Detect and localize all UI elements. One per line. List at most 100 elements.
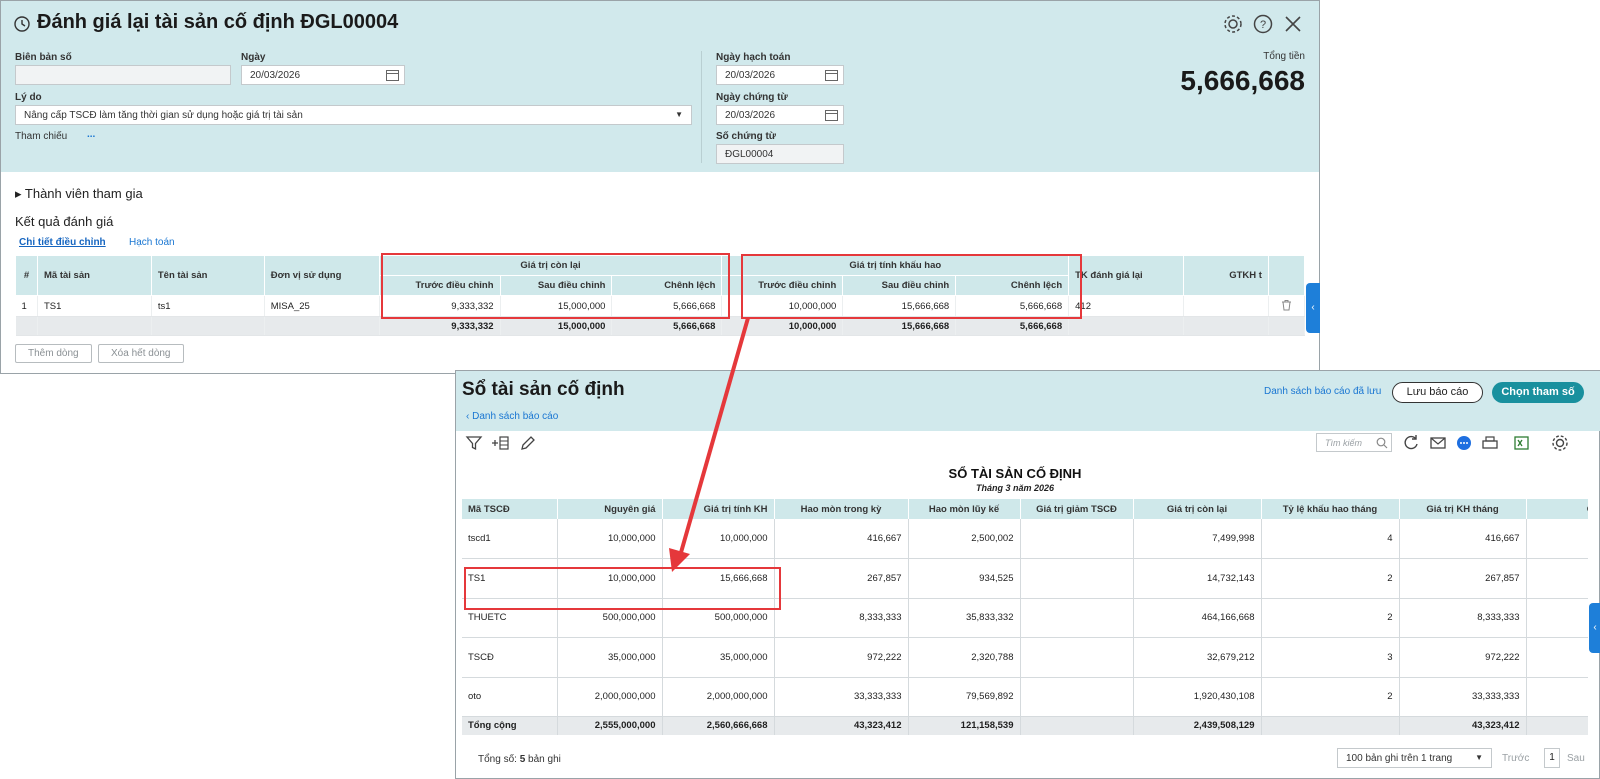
search-icon[interactable]: [1376, 437, 1388, 449]
ngayhachtoan-value: 20/03/2026: [725, 70, 776, 81]
close-icon[interactable]: [1282, 13, 1304, 35]
cell: Tổng cộng: [462, 716, 558, 735]
page-size-select[interactable]: 100 bản ghi trên 1 trang ▼: [1337, 748, 1492, 768]
bienban-input[interactable]: [15, 65, 231, 85]
mail-icon[interactable]: [1428, 433, 1448, 453]
cell: 2,000,000,000: [557, 677, 663, 717]
save-report-button[interactable]: Lưu báo cáo: [1392, 382, 1483, 403]
lydo-select[interactable]: Nâng cấp TSCĐ làm tăng thời gian sử dụng…: [15, 105, 692, 125]
table-row[interactable]: TS1 10,000,000 15,666,668 267,857 934,525 14,…: [462, 558, 1588, 599]
cell: 4: [1261, 519, 1400, 559]
side-panel-toggle[interactable]: ‹: [1306, 283, 1320, 333]
ngay-date-input[interactable]: 20/03/2026: [241, 65, 405, 85]
history-icon[interactable]: [13, 15, 31, 33]
record-count-suffix: bản ghi: [525, 754, 561, 765]
print-icon[interactable]: [1480, 433, 1500, 453]
cell[interactable]: 412: [1068, 295, 1184, 317]
revaluation-table: # Mã tài sản Tên tài sản Đơn vị sử dụng …: [15, 255, 1306, 336]
col-header[interactable]: Giá trị còn lại: [1133, 499, 1262, 519]
col-header[interactable]: Tỷ lệ khấu hao tháng: [1261, 499, 1400, 519]
saved-reports-link[interactable]: Danh sách báo cáo đã lưu: [1264, 386, 1382, 397]
ngayhachtoan-date-input[interactable]: 20/03/2026: [716, 65, 844, 85]
lydo-value: Nâng cấp TSCĐ làm tăng thời gian sử dụng…: [24, 110, 303, 121]
chevron-left-icon: ‹: [1593, 622, 1597, 633]
add-column-icon[interactable]: [490, 433, 510, 453]
choose-params-button[interactable]: Chọn tham số: [1492, 382, 1584, 403]
tab-chitiet[interactable]: Chi tiết điều chỉnh: [19, 237, 106, 248]
members-toggle[interactable]: ▸ Thành viên tham gia: [15, 186, 143, 201]
cell: 15,000,000: [500, 316, 613, 336]
side-panel-toggle[interactable]: ‹: [1589, 603, 1600, 653]
cell: 2,555,000,000: [557, 716, 663, 735]
cell: tscd1: [462, 519, 558, 559]
ledger-table-wrapper[interactable]: Mã TSCĐ Nguyên giá Giá trị tính KH Hao mòn …: [462, 499, 1588, 747]
current-page[interactable]: 1: [1544, 748, 1560, 768]
cell: [1020, 598, 1134, 638]
cell: 399,9: [1526, 677, 1588, 717]
gear-icon[interactable]: [1222, 13, 1244, 35]
gear-icon[interactable]: [1550, 433, 1570, 453]
search-input[interactable]: Tìm kiếm: [1316, 433, 1392, 452]
filter-icon[interactable]: [464, 433, 484, 453]
cell: 2: [1261, 558, 1400, 599]
col-header[interactable]: Giá trị giảm TSCĐ: [1020, 499, 1134, 519]
table-row[interactable]: THUETC 500,000,000 500,000,000 8,333,333 35,…: [462, 598, 1588, 638]
col-header: Trước điều chỉnh: [721, 275, 844, 296]
cell[interactable]: ts1: [151, 295, 265, 317]
cell: 500,000,000: [557, 598, 663, 638]
calendar-icon[interactable]: [386, 69, 399, 81]
back-link[interactable]: ‹ Danh sách báo cáo: [466, 411, 559, 422]
add-row-button[interactable]: Thêm dòng: [15, 344, 92, 363]
cell[interactable]: TS1: [37, 295, 152, 317]
col-header: #: [15, 255, 38, 296]
cell: 519,: [1526, 716, 1588, 735]
cell: 2,320,788: [908, 637, 1021, 678]
cell: 500,000,000: [662, 598, 775, 638]
chat-icon[interactable]: [1454, 433, 1474, 453]
help-icon[interactable]: ?: [1252, 13, 1274, 35]
edit-icon[interactable]: [518, 433, 538, 453]
col-header[interactable]: Giá trị KH: [1526, 499, 1588, 519]
trash-icon[interactable]: [1281, 299, 1292, 311]
ngaychungtu-label: Ngày chứng từ: [716, 92, 788, 103]
cell: 7,499,998: [1133, 519, 1262, 559]
calendar-icon[interactable]: [825, 109, 838, 121]
prev-page-button[interactable]: Trước: [1502, 753, 1530, 764]
refresh-icon[interactable]: [1401, 433, 1421, 453]
col-header[interactable]: Nguyên giá: [557, 499, 663, 519]
table-row[interactable]: oto 2,000,000,000 2,000,000,000 33,333,333 7…: [462, 677, 1588, 717]
next-page-button[interactable]: Sau: [1567, 753, 1585, 764]
cell[interactable]: 15,000,000: [500, 295, 613, 317]
tab-hachtoan[interactable]: Hạch toán: [129, 237, 175, 248]
table-row[interactable]: tscd1 10,000,000 10,000,000 416,667 2,500,00…: [462, 519, 1588, 559]
calendar-icon[interactable]: [825, 69, 838, 81]
clear-rows-button[interactable]: Xóa hết dòng: [98, 344, 184, 363]
cell: [1261, 716, 1400, 735]
cell[interactable]: MISA_25: [264, 295, 380, 317]
cell: 9,333,332: [379, 295, 501, 317]
ngayhachtoan-label: Ngày hạch toán: [716, 52, 791, 63]
col-header[interactable]: Giá trị KH tháng: [1399, 499, 1527, 519]
delete-row-cell[interactable]: [1268, 295, 1306, 317]
cell[interactable]: [1183, 295, 1269, 317]
cell: 2,000,000,000: [662, 677, 775, 717]
header-row: Mã TSCĐ Nguyên giá Giá trị tính KH Hao mòn …: [462, 499, 1588, 519]
sochungtu-input[interactable]: ĐGL00004: [716, 144, 844, 164]
col-header[interactable]: Hao mòn lũy kế: [908, 499, 1021, 519]
cell: [1020, 637, 1134, 678]
cell: THUETC: [462, 598, 558, 638]
table-row[interactable]: TSCĐ 35,000,000 35,000,000 972,222 2,320,788…: [462, 637, 1588, 678]
cell: 35,833,332: [908, 598, 1021, 638]
col-header[interactable]: Hao mòn trong kỳ: [774, 499, 909, 519]
ngaychungtu-date-input[interactable]: 20/03/2026: [716, 105, 844, 125]
thamchieu-link[interactable]: ...: [87, 129, 96, 140]
col-header[interactable]: Giá trị tính KH: [662, 499, 775, 519]
cell[interactable]: 15,666,668: [842, 295, 957, 317]
excel-export-icon[interactable]: [1512, 433, 1532, 453]
cell: 2,500,002: [908, 519, 1021, 559]
col-header[interactable]: Mã TSCĐ: [462, 499, 558, 519]
table-row[interactable]: 1 TS1 ts1 MISA_25 9,333,332 15,000,000 5…: [15, 295, 1306, 317]
summary-row: Tổng cộng 2,555,000,000 2,560,666,668 43,32…: [462, 716, 1588, 735]
cell: 35,000,000: [557, 637, 663, 678]
record-count-prefix: Tổng số:: [478, 754, 520, 765]
